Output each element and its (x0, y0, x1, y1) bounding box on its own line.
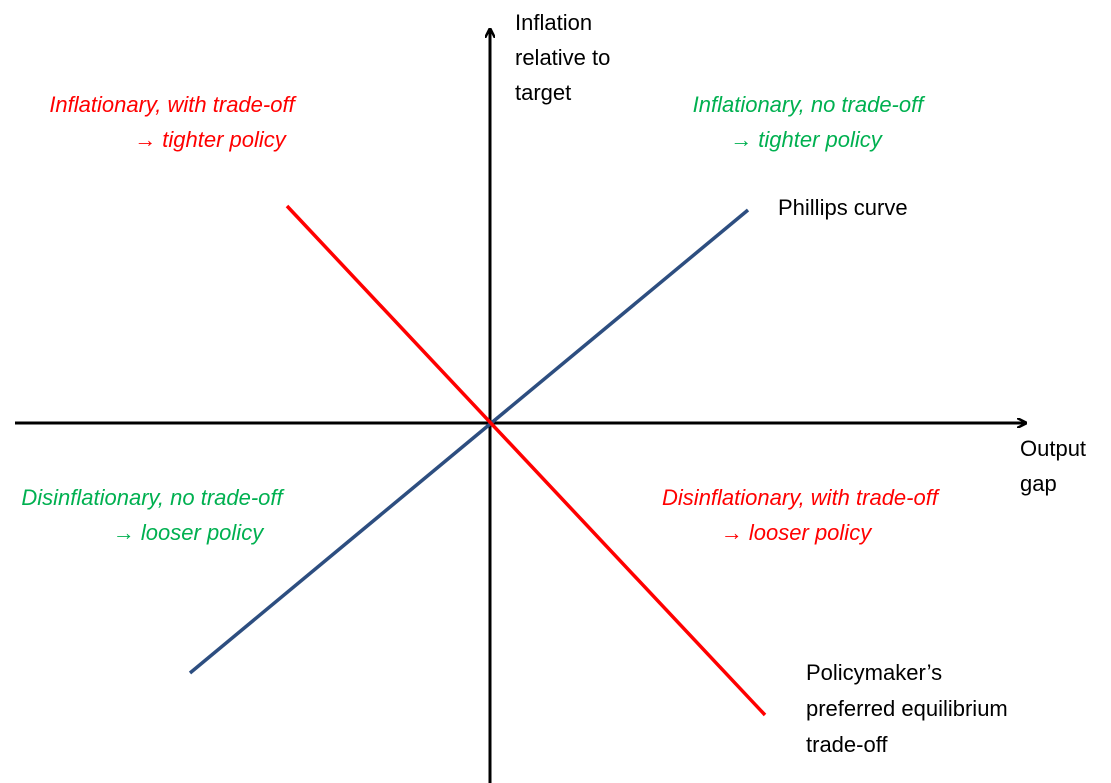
y-axis-label: relative to (515, 45, 610, 70)
quadrant-label: → looser policy (721, 520, 873, 545)
y-axis-label: Inflation (515, 10, 592, 35)
curve-label: Phillips curve (778, 195, 908, 220)
quadrant-label: → tighter policy (134, 127, 288, 152)
curve-label: Policymaker’s (806, 660, 942, 685)
phillips-curve (188, 208, 750, 675)
x-axis-label: Output (1020, 436, 1086, 461)
quadrant-label: → tighter policy (730, 127, 884, 152)
preferred-trade-off (285, 204, 767, 717)
curve-label: trade-off (806, 732, 888, 757)
quadrant-label: Disinflationary, no trade-off (21, 485, 285, 510)
quadrant-label: Disinflationary, with trade-off (662, 485, 941, 510)
quadrant-label: Inflationary, with trade-off (49, 92, 297, 117)
quadrant-label: Inflationary, no trade-off (693, 92, 927, 117)
curve-label: preferred equilibrium (806, 696, 1008, 721)
quadrant-label: → looser policy (113, 520, 265, 545)
y-axis-label: target (515, 80, 571, 105)
x-axis-label: gap (1020, 471, 1057, 496)
